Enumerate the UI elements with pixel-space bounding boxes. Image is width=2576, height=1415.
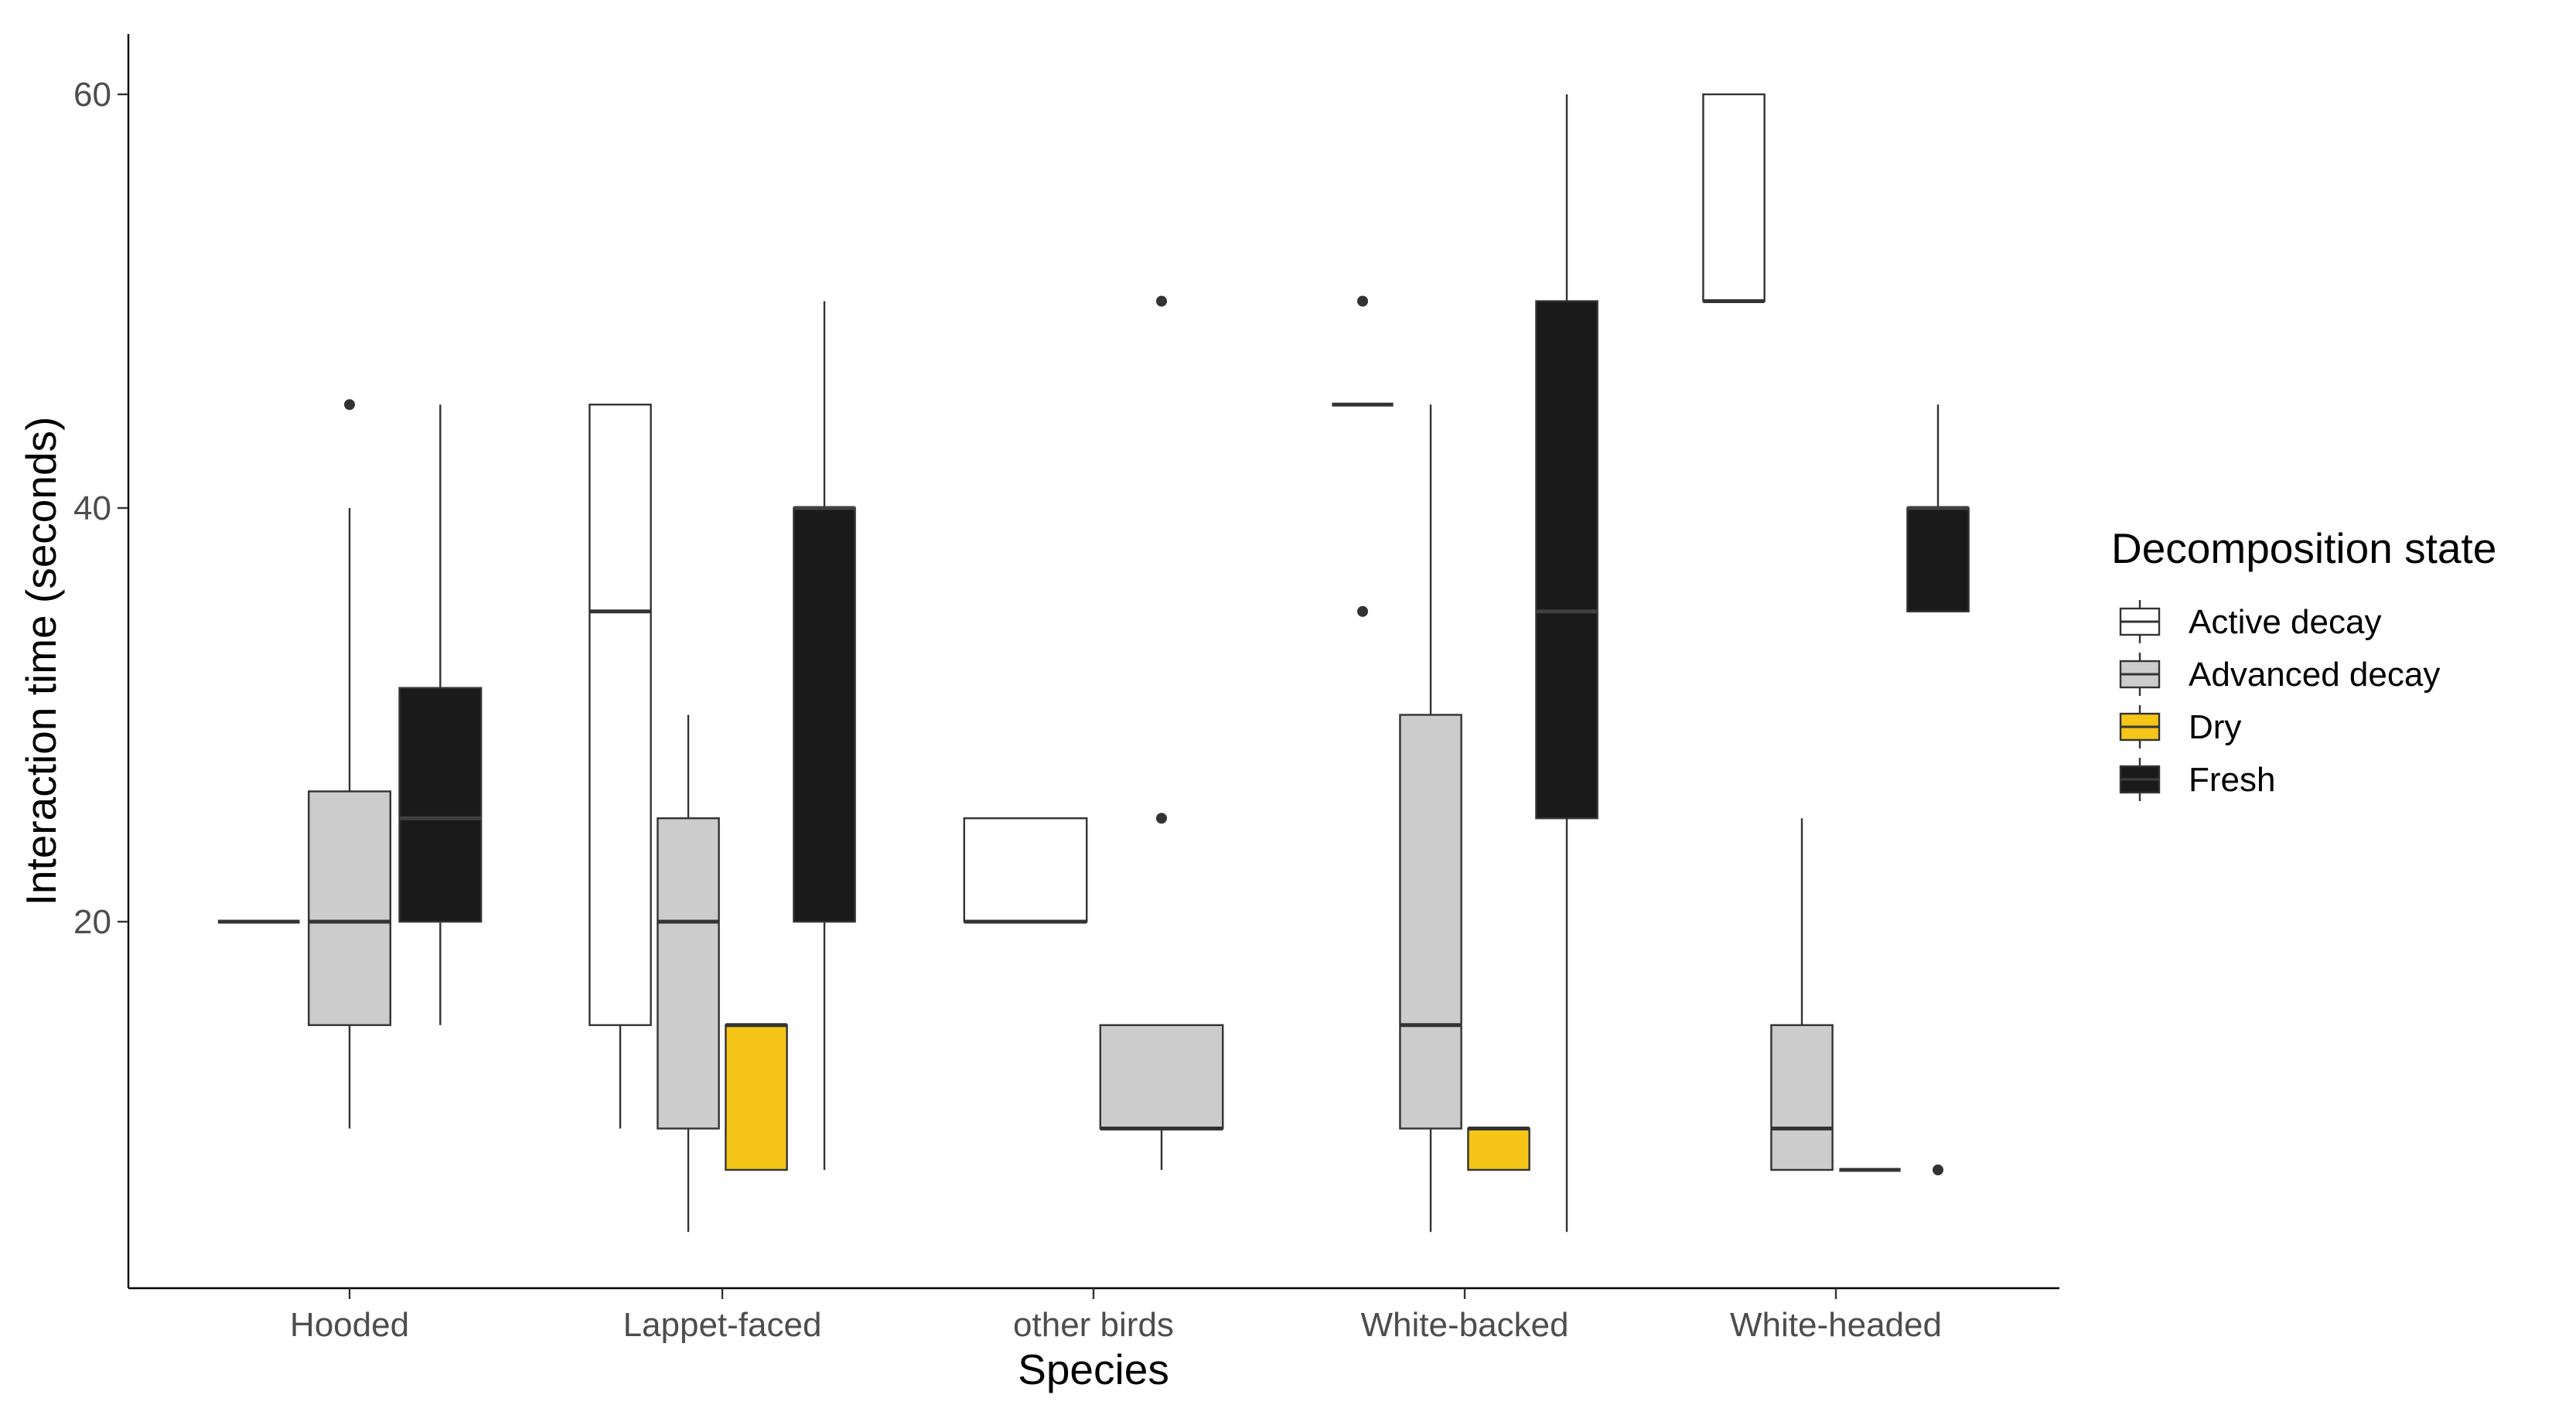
y-axis-title: Interaction time (seconds) xyxy=(17,417,65,906)
legend-label: Dry xyxy=(2189,708,2241,746)
box-body xyxy=(1535,300,1598,820)
box-advanced-decay-other-birds xyxy=(1099,295,1224,1170)
outlier-point xyxy=(1357,295,1368,307)
legend-label: Advanced decay xyxy=(2189,656,2440,694)
legend-item-active-decay: Active decay xyxy=(2119,600,2381,643)
outlier-point xyxy=(1933,1164,1943,1175)
x-ticks: Hooded Lappet-faced other birds White-backe… xyxy=(290,1288,1942,1344)
box-body xyxy=(1099,1024,1224,1130)
box-fresh-white-headed xyxy=(1906,404,1970,1175)
box-body xyxy=(1906,506,1970,612)
box-body xyxy=(1770,1024,1834,1171)
legend: Decomposition state Active decay Advanced… xyxy=(2111,524,2496,801)
y-tick-label: 40 xyxy=(73,489,111,527)
box-advanced-decay-lappet-faced xyxy=(657,714,720,1233)
outlier-point xyxy=(1156,813,1167,824)
box-body xyxy=(1702,93,1766,302)
legend-item-fresh: Fresh xyxy=(2119,758,2275,801)
y-tick-label: 20 xyxy=(73,903,111,941)
plot-area xyxy=(217,93,1970,1233)
legend-item-advanced-decay: Advanced decay xyxy=(2119,653,2440,696)
box-advanced-decay-white-headed xyxy=(1770,818,1834,1171)
box-body xyxy=(793,506,856,923)
box-body xyxy=(1467,1127,1530,1171)
y-tick-label: 60 xyxy=(73,76,111,114)
box-fresh-hooded xyxy=(398,404,483,1025)
x-tick-label-white-headed: White-headed xyxy=(1730,1306,1942,1344)
x-tick-label-other-birds: other birds xyxy=(1013,1306,1174,1344)
axes xyxy=(127,34,2059,1290)
box-body xyxy=(963,817,1088,923)
x-tick-label-hooded: Hooded xyxy=(290,1306,409,1344)
box-fresh-white-backed xyxy=(1535,94,1598,1233)
box-body xyxy=(725,1024,788,1171)
x-tick-label-lappet-faced: Lappet-faced xyxy=(623,1306,822,1344)
y-ticks: 20 40 60 xyxy=(73,76,128,941)
box-active-decay-other-birds xyxy=(963,817,1088,924)
legend-label: Active decay xyxy=(2189,603,2381,641)
outlier-point xyxy=(1156,295,1167,307)
x-axis-title: Species xyxy=(1018,1345,1169,1393)
outlier-point xyxy=(1357,605,1368,617)
box-body xyxy=(1399,714,1462,1130)
legend-title: Decomposition state xyxy=(2111,524,2496,572)
box-advanced-decay-white-backed xyxy=(1399,404,1462,1233)
outlier-point xyxy=(344,399,355,411)
legend-label: Fresh xyxy=(2189,761,2275,799)
box-dry-lappet-faced xyxy=(725,1023,788,1171)
box-active-decay-white-backed xyxy=(1332,295,1394,617)
box-active-decay-white-headed xyxy=(1702,93,1766,303)
box-body xyxy=(398,687,483,923)
box-body xyxy=(308,790,392,1026)
box-body xyxy=(589,404,652,1026)
box-dry-white-backed xyxy=(1467,1127,1530,1171)
box-fresh-lappet-faced xyxy=(793,301,856,1170)
box-body xyxy=(657,817,720,1130)
box-active-decay-lappet-faced xyxy=(589,404,652,1129)
legend-item-dry: Dry xyxy=(2119,705,2241,748)
x-tick-label-white-backed: White-backed xyxy=(1360,1306,1568,1344)
box-advanced-decay-hooded xyxy=(308,399,392,1129)
